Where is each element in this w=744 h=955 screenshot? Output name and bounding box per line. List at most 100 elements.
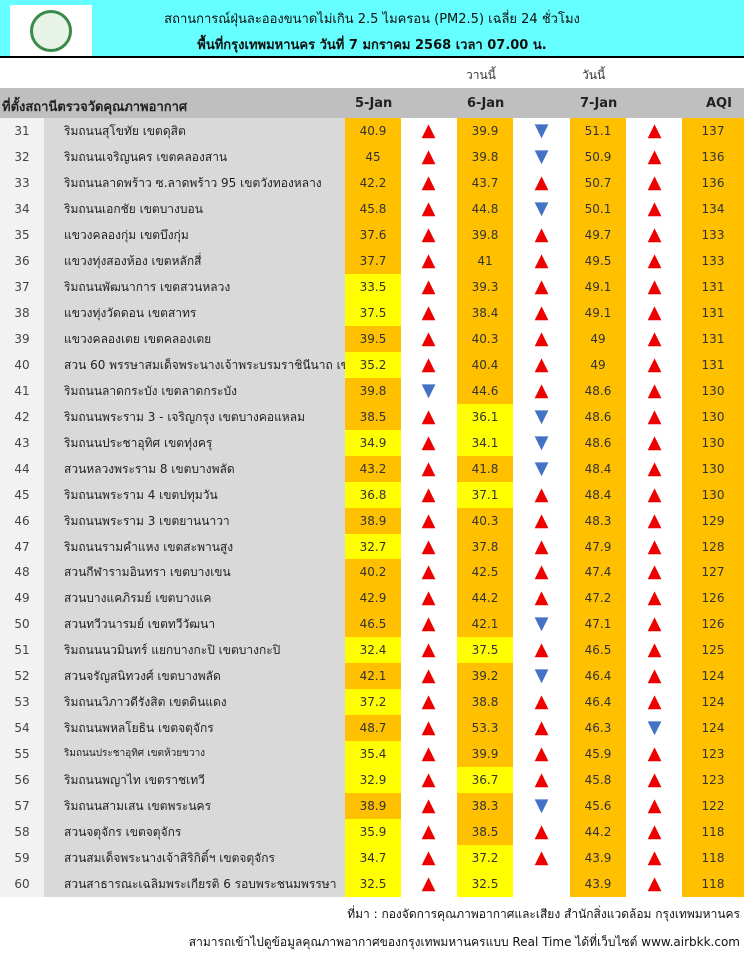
station-name: สวนหลวงพระราม 8 เขตบางพลัด bbox=[44, 455, 345, 482]
pm25-jan6: 36.1 bbox=[457, 403, 513, 430]
station-number: 43 bbox=[0, 429, 44, 456]
station-number: 38 bbox=[0, 299, 44, 326]
pm25-jan5: 40.9 bbox=[345, 118, 401, 144]
table-row: 31 ริมถนนสุโขทัย เขตดุสิต 40.9 ▲ 39.9 ▼ 51.1 ▲ 1… bbox=[0, 118, 744, 144]
table-row: 57 ริมถนนสามเสน เขตพระนคร 38.9 ▲ 38.3 ▼ 45.6 ▲ 1… bbox=[0, 793, 744, 820]
trend-jan6-up-icon: ▲ bbox=[534, 223, 549, 245]
aqi-value: 130 bbox=[682, 377, 744, 404]
trend-jan6-down-icon: ▼ bbox=[534, 795, 549, 817]
realtime-note: สามารถเข้าไปดูข้อมูลคุณภาพอากาศของกรุงเท… bbox=[188, 935, 740, 949]
trend-jan6-down-icon: ▼ bbox=[534, 405, 549, 427]
station-number: 56 bbox=[0, 767, 44, 794]
trend-jan7-up-icon: ▲ bbox=[647, 743, 662, 765]
trend-jan7-up-icon: ▲ bbox=[647, 145, 662, 167]
pm25-jan6: 41.8 bbox=[457, 455, 513, 482]
pm25-jan6: 41 bbox=[457, 247, 513, 274]
trend-jan6-up-icon: ▲ bbox=[534, 379, 549, 401]
pm25-jan7: 45.8 bbox=[570, 767, 626, 794]
trend-jan7-up-icon: ▲ bbox=[647, 197, 662, 219]
trend-jan5-up-icon: ▲ bbox=[421, 847, 436, 869]
station-name: ริมถนนประชาอุทิศ เขตห้วยขวาง bbox=[44, 741, 345, 768]
report-subtitle: พื้นที่กรุงเทพมหานคร วันที่ 7 มกราคม 256… bbox=[197, 38, 547, 53]
pm25-jan5: 32.7 bbox=[345, 533, 401, 560]
trend-jan7-up-icon: ▲ bbox=[647, 223, 662, 245]
aqi-value: 131 bbox=[682, 299, 744, 326]
station-number: 44 bbox=[0, 455, 44, 482]
trend-jan7-up-icon: ▲ bbox=[647, 561, 662, 583]
trend-jan6-down-icon: ▼ bbox=[534, 457, 549, 479]
pm25-jan5: 35.2 bbox=[345, 351, 401, 378]
trend-jan5-up-icon: ▲ bbox=[421, 769, 436, 791]
trend-jan7-up-icon: ▲ bbox=[647, 847, 662, 869]
table-row: 45 ริมถนนพระราม 4 เขตปทุมวัน 36.8 ▲ 37.1 ▲ 48.… bbox=[0, 481, 744, 508]
station-number: 42 bbox=[0, 403, 44, 430]
pm25-jan7: 43.9 bbox=[570, 871, 626, 898]
trend-jan6 bbox=[513, 871, 570, 897]
station-name: สวนสาธารณะเฉลิมพระเกียรติ 6 รอบพระชนมพรร… bbox=[44, 871, 345, 898]
title-banner: สถานการณ์ฝุ่นละอองขนาดไม่เกิน 2.5 ไมครอน… bbox=[0, 0, 744, 58]
pm25-jan7: 48.6 bbox=[570, 429, 626, 456]
trend-jan6-up-icon: ▲ bbox=[534, 509, 549, 531]
table-row: 42 ริมถนนพระราม 3 - เจริญกรุง เขตบางคอแหล… bbox=[0, 403, 744, 430]
table-row: 47 ริมถนนรามคำแหง เขตสะพานสูง 32.7 ▲ 37.8 ▲ 47… bbox=[0, 533, 744, 560]
trend-jan5-up-icon: ▲ bbox=[421, 483, 436, 505]
trend-jan5-up-icon: ▲ bbox=[421, 535, 436, 557]
pm25-jan7: 48.4 bbox=[570, 455, 626, 482]
pm25-jan6: 44.6 bbox=[457, 377, 513, 404]
aqi-value: 123 bbox=[682, 741, 744, 768]
pm25-jan5: 37.7 bbox=[345, 247, 401, 274]
pm25-jan7: 44.2 bbox=[570, 819, 626, 846]
pm25-jan7: 45.9 bbox=[570, 741, 626, 768]
pm25-jan7: 50.1 bbox=[570, 195, 626, 222]
pm25-jan6: 40.4 bbox=[457, 351, 513, 378]
trend-jan6-up-icon: ▲ bbox=[534, 561, 549, 583]
station-number: 39 bbox=[0, 325, 44, 352]
pm25-jan7: 46.4 bbox=[570, 689, 626, 716]
table-row: 54 ริมถนนพหลโยธิน เขตจตุจักร 48.7 ▲ 53.3 ▲ 46.… bbox=[0, 715, 744, 742]
station-number: 33 bbox=[0, 169, 44, 196]
pm25-jan5: 40.2 bbox=[345, 559, 401, 586]
aqi-value: 124 bbox=[682, 715, 744, 742]
trend-jan6-up-icon: ▲ bbox=[534, 587, 549, 609]
pm25-jan6: 37.8 bbox=[457, 533, 513, 560]
pm25-jan5: 32.5 bbox=[345, 871, 401, 898]
trend-jan5-up-icon: ▲ bbox=[421, 120, 436, 141]
aqi-value: 129 bbox=[682, 507, 744, 534]
station-number: 35 bbox=[0, 221, 44, 248]
source-note: ที่มา : กองจัดการคุณภาพอากาศและเสียง สำน… bbox=[347, 907, 740, 921]
aqi-value: 131 bbox=[682, 351, 744, 378]
trend-jan5-up-icon: ▲ bbox=[421, 639, 436, 661]
trend-jan5-up-icon: ▲ bbox=[421, 249, 436, 271]
trend-jan5-up-icon: ▲ bbox=[421, 145, 436, 167]
station-number: 32 bbox=[0, 143, 44, 170]
station-number: 60 bbox=[0, 871, 44, 898]
trend-jan6-down-icon: ▼ bbox=[534, 120, 549, 141]
table-row: 53 ริมถนนวิภาวดีรังสิต เขตดินแดง 37.2 ▲ 38.8… bbox=[0, 689, 744, 716]
trend-jan6-down-icon: ▼ bbox=[534, 431, 549, 453]
pm25-jan6: 53.3 bbox=[457, 715, 513, 742]
station-name: ริมถนนพญาไท เขตราชเทวี bbox=[44, 767, 345, 794]
aqi-value: 137 bbox=[682, 118, 744, 144]
aqi-value: 125 bbox=[682, 637, 744, 664]
pm25-jan5: 42.1 bbox=[345, 663, 401, 690]
pm25-jan7: 47.9 bbox=[570, 533, 626, 560]
station-name: ริมถนนนวมินทร์ แยกบางกะปิ เขตบางกะปิ bbox=[44, 637, 345, 664]
aqi-value: 136 bbox=[682, 169, 744, 196]
pm25-jan5: 34.7 bbox=[345, 845, 401, 872]
pm25-jan6: 42.1 bbox=[457, 611, 513, 638]
trend-jan5-up-icon: ▲ bbox=[421, 795, 436, 817]
station-number: 58 bbox=[0, 819, 44, 846]
aqi-header: AQI bbox=[706, 96, 732, 111]
table-row: 38 แขวงทุ่งวัดดอน เขตสาทร 37.5 ▲ 38.4 ▲ 49.1 ▲ 1… bbox=[0, 299, 744, 326]
pm25-jan5: 32.4 bbox=[345, 637, 401, 664]
trend-jan7-up-icon: ▲ bbox=[647, 379, 662, 401]
trend-jan5-up-icon: ▲ bbox=[421, 171, 436, 193]
trend-jan6-up-icon: ▲ bbox=[534, 301, 549, 323]
station-number: 49 bbox=[0, 585, 44, 612]
aqi-value: 133 bbox=[682, 221, 744, 248]
pm25-jan5: 35.4 bbox=[345, 741, 401, 768]
table-row: 35 แขวงคลองกุ่ม เขตบึงกุ่ม 37.6 ▲ 39.8 ▲ 49.7 ▲… bbox=[0, 221, 744, 248]
table-header: ที่ตั้งสถานีตรวจวัดคุณภาพอากาศ 5-Jan 6-J… bbox=[0, 88, 744, 118]
pm25-jan7: 51.1 bbox=[570, 118, 626, 144]
pm25-jan6: 36.7 bbox=[457, 767, 513, 794]
